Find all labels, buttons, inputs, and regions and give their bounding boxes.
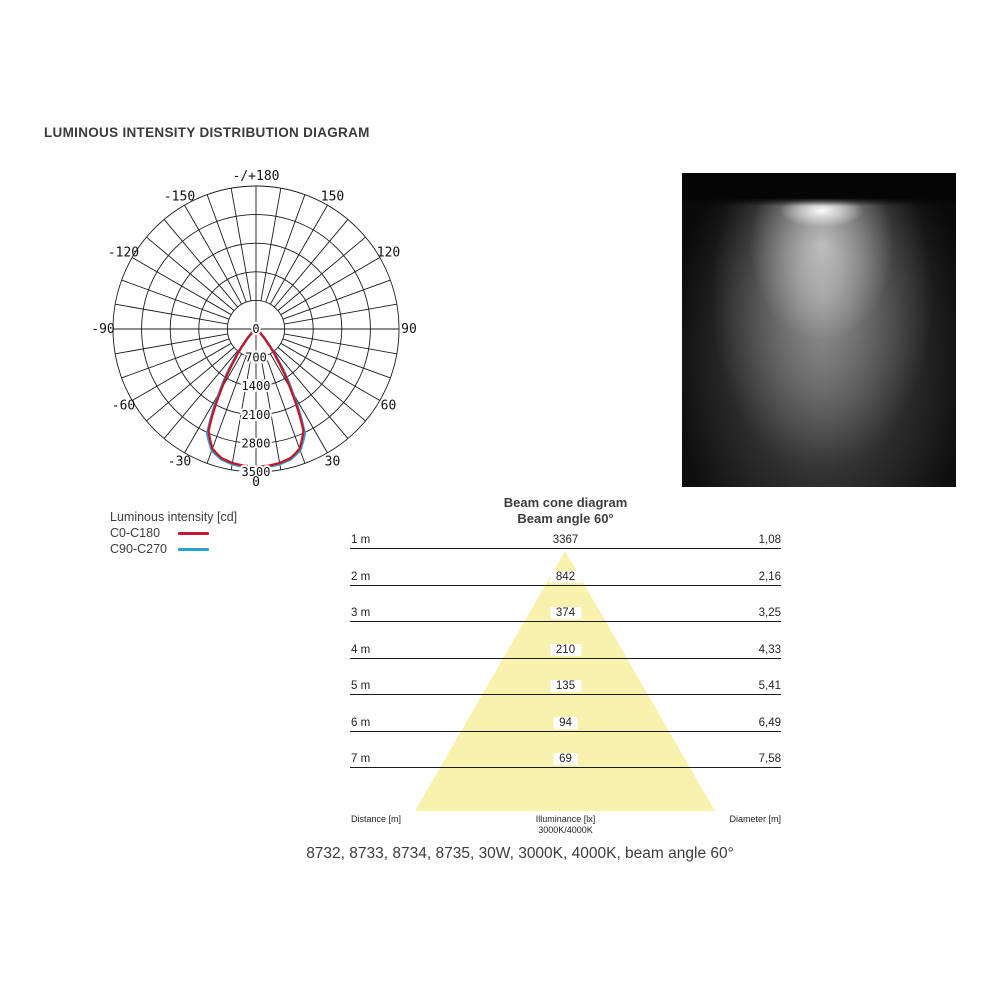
beam-row: 6 m 94 6,49	[350, 714, 781, 732]
polar-spoke	[206, 355, 247, 464]
beam-cone-diagram: Beam cone diagram Beam angle 60° 1 m 3367…	[350, 495, 781, 850]
distance-value: 3 m	[351, 607, 371, 619]
polar-spoke	[230, 188, 252, 301]
angle-tick-label: 150	[321, 189, 344, 204]
light-beam-glow	[682, 173, 956, 487]
polar-spoke	[121, 279, 230, 320]
diameter-value: 6,49	[758, 716, 781, 729]
distance-value: 7 m	[351, 753, 371, 765]
illuminance-value: 94	[553, 716, 578, 729]
polar-spoke	[184, 353, 243, 454]
distance-value: 5 m	[351, 680, 371, 692]
polar-spoke	[260, 357, 282, 470]
polar-spoke	[115, 333, 228, 355]
polar-spoke	[146, 347, 235, 422]
polar-spoke	[282, 279, 391, 320]
radial-tick-label: 0	[252, 322, 259, 336]
polar-spoke	[269, 204, 328, 305]
polar-spoke	[163, 350, 238, 439]
diameter-value: 7,58	[758, 753, 781, 765]
beam-photo	[682, 173, 956, 487]
polar-spoke	[280, 257, 381, 316]
radial-tick-label: 700	[245, 351, 267, 365]
angle-tick-label: -/+180	[233, 169, 280, 184]
distance-value: 1 m	[351, 534, 371, 546]
polar-spoke	[284, 333, 397, 355]
polar-spoke	[274, 350, 349, 439]
beam-row: 4 m 210 4,33	[350, 641, 781, 659]
beam-row: 2 m 842 2,16	[350, 568, 781, 586]
diameter-value: 2,16	[758, 570, 781, 583]
radial-tick-label: 3500	[242, 465, 271, 479]
polar-legend: Luminous intensity [cd] C0-C180 C90-C270	[110, 510, 237, 557]
page-title: LUMINOUS INTENSITY DISTRIBUTION DIAGRAM	[44, 125, 370, 140]
polar-spoke	[131, 342, 232, 401]
polar-spoke	[206, 194, 247, 303]
polar-intensity-diagram: 070014002100280035000306090120150-/+180-…	[91, 169, 417, 490]
product-caption: 8732, 8733, 8734, 8735, 30W, 3000K, 4000…	[306, 845, 734, 862]
polar-spoke	[265, 355, 306, 464]
polar-spoke	[274, 219, 349, 308]
polar-spoke	[115, 303, 228, 325]
diameter-value: 4,33	[758, 643, 781, 656]
distance-value: 2 m	[351, 570, 371, 583]
angle-tick-label: 120	[377, 246, 400, 261]
illuminance-value: 135	[549, 680, 582, 692]
angle-tick-label: -90	[91, 322, 114, 337]
polar-spoke	[260, 188, 282, 301]
polar-spoke	[269, 353, 328, 454]
illuminance-value: 3367	[546, 534, 585, 546]
c0-c180-curve	[207, 327, 305, 468]
angle-tick-label: -60	[112, 399, 135, 414]
polar-spoke	[277, 347, 366, 422]
angle-tick-label: 90	[401, 322, 417, 337]
illuminance-column-header: Illuminance [lx] 3000K/4000K	[535, 814, 596, 835]
legend-label-c90-c270: C90-C270	[110, 541, 167, 556]
distance-column-header: Distance [m]	[351, 814, 402, 824]
beam-row: 5 m 135 5,41	[350, 677, 781, 695]
illuminance-value: 210	[549, 643, 582, 656]
radial-tick-label: 2800	[242, 436, 271, 450]
c0-c180-line-swatch	[178, 532, 209, 536]
polar-spoke	[163, 219, 238, 308]
beam-row: 1 m 3367 1,08	[350, 531, 781, 549]
diameter-value: 1,08	[758, 534, 781, 546]
diameter-column-header: Diameter [m]	[729, 814, 781, 824]
angle-tick-label: 0	[252, 475, 260, 490]
distance-value: 6 m	[351, 716, 371, 729]
c90-c270-line-swatch	[178, 547, 209, 551]
polar-spoke	[284, 303, 397, 325]
polar-spoke	[277, 236, 366, 311]
diameter-value: 3,25	[758, 607, 781, 619]
beam-row: 7 m 69 7,58	[350, 750, 781, 768]
angle-tick-label: 60	[381, 399, 397, 414]
beam-row: 3 m 374 3,25	[350, 604, 781, 622]
polar-spoke	[280, 342, 381, 401]
polar-spoke	[121, 338, 230, 379]
angle-tick-label: -150	[164, 189, 195, 204]
distance-value: 4 m	[351, 643, 371, 656]
polar-spoke	[230, 357, 252, 470]
legend-title: Luminous intensity [cd]	[110, 510, 238, 524]
polar-spoke	[146, 236, 235, 311]
radial-tick-label: 2100	[242, 408, 271, 422]
diameter-value: 5,41	[758, 680, 781, 692]
illuminance-value: 842	[549, 570, 582, 583]
angle-tick-label: -30	[168, 455, 191, 470]
beam-cone-title: Beam cone diagram	[503, 495, 628, 510]
legend-label-c0-c180: C0-C180	[110, 526, 161, 540]
polar-spoke	[282, 338, 391, 379]
legend-item-c0-c180: C0-C180	[110, 526, 237, 542]
radial-tick-label: 1400	[242, 379, 271, 393]
angle-tick-label: 30	[325, 455, 341, 470]
legend-item-c90-c270: C90-C270	[110, 542, 237, 558]
polar-spoke	[265, 194, 306, 303]
illuminance-value: 69	[553, 753, 578, 765]
polar-spoke	[131, 257, 232, 316]
beam-angle-subtitle: Beam angle 60°	[517, 511, 614, 526]
illuminance-value: 374	[549, 607, 582, 619]
polar-spoke	[184, 204, 243, 305]
angle-tick-label: -120	[108, 246, 139, 261]
